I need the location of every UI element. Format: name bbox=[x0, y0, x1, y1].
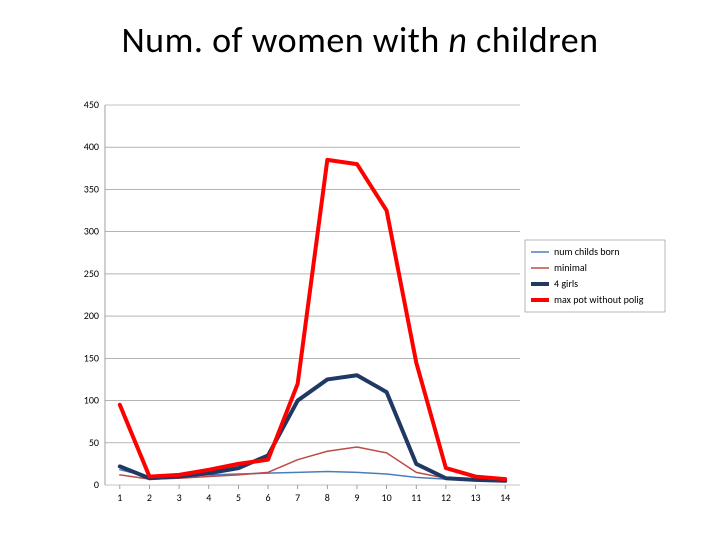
svg-text:10: 10 bbox=[382, 491, 392, 504]
title-suffix: children bbox=[467, 18, 598, 62]
svg-text:2: 2 bbox=[147, 491, 152, 504]
svg-text:0: 0 bbox=[94, 478, 99, 491]
svg-text:400: 400 bbox=[84, 140, 99, 153]
slide: Num. of women with n children 0 50 100 150 2… bbox=[0, 0, 720, 540]
svg-text:100: 100 bbox=[84, 394, 99, 407]
svg-text:6: 6 bbox=[265, 491, 270, 504]
svg-text:minimal: minimal bbox=[554, 261, 587, 274]
line-chart: 0501001502002503003504004501234567891011… bbox=[70, 100, 670, 510]
title-n: n bbox=[448, 18, 467, 62]
svg-text:250: 250 bbox=[84, 267, 99, 280]
svg-text:max pot without polig: max pot without polig bbox=[554, 293, 644, 306]
svg-text:5: 5 bbox=[236, 491, 241, 504]
svg-text:50: 50 bbox=[89, 436, 99, 449]
page-title: Num. of women with n children bbox=[0, 18, 720, 62]
svg-text:150: 150 bbox=[84, 351, 99, 364]
svg-text:450: 450 bbox=[84, 100, 99, 111]
svg-text:num childs born: num childs born bbox=[554, 245, 620, 258]
svg-text:300: 300 bbox=[84, 225, 99, 238]
svg-text:13: 13 bbox=[470, 491, 480, 504]
title-prefix: Num. of women with bbox=[121, 18, 448, 62]
svg-text:11: 11 bbox=[411, 491, 421, 504]
svg-text:1: 1 bbox=[117, 491, 122, 504]
svg-text:8: 8 bbox=[325, 491, 330, 504]
svg-text:350: 350 bbox=[84, 182, 99, 195]
svg-text:14: 14 bbox=[500, 491, 510, 504]
svg-text:200: 200 bbox=[84, 309, 99, 322]
svg-text:4: 4 bbox=[206, 491, 211, 504]
svg-text:4 girls: 4 girls bbox=[554, 277, 578, 290]
svg-text:7: 7 bbox=[295, 491, 300, 504]
svg-text:9: 9 bbox=[354, 491, 359, 504]
svg-text:12: 12 bbox=[441, 491, 451, 504]
svg-text:3: 3 bbox=[177, 491, 182, 504]
